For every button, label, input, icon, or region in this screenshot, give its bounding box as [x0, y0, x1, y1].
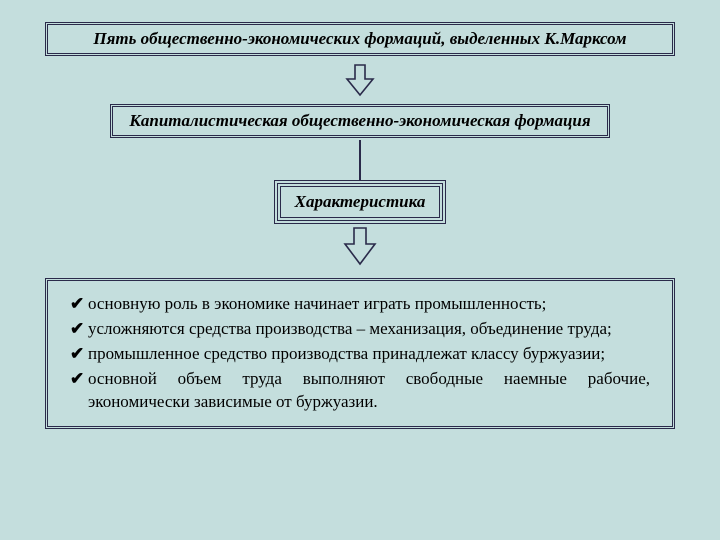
- arrow-down-icon: [343, 63, 377, 102]
- list-item: промышленное средство производства прина…: [70, 343, 650, 366]
- characteristics-list-box: основную роль в экономике начинает играт…: [45, 278, 675, 429]
- subtitle-text: Капиталистическая общественно-экономичес…: [129, 111, 590, 131]
- title-box-characteristic: Характеристика: [280, 186, 440, 218]
- title-box-capitalist: Капиталистическая общественно-экономичес…: [110, 104, 610, 138]
- connector-line: [359, 140, 361, 184]
- bullet-list: основную роль в экономике начинает играт…: [70, 293, 650, 414]
- list-item: основную роль в экономике начинает играт…: [70, 293, 650, 316]
- arrow-down-icon: [341, 226, 379, 271]
- list-item: усложняются средства производства – меха…: [70, 318, 650, 341]
- list-item: основной объем труда выполняют свободные…: [70, 368, 650, 414]
- title-box-formations: Пять общественно-экономических формаций,…: [45, 22, 675, 56]
- title-text: Пять общественно-экономических формаций,…: [93, 29, 626, 49]
- characteristic-text: Характеристика: [295, 192, 426, 212]
